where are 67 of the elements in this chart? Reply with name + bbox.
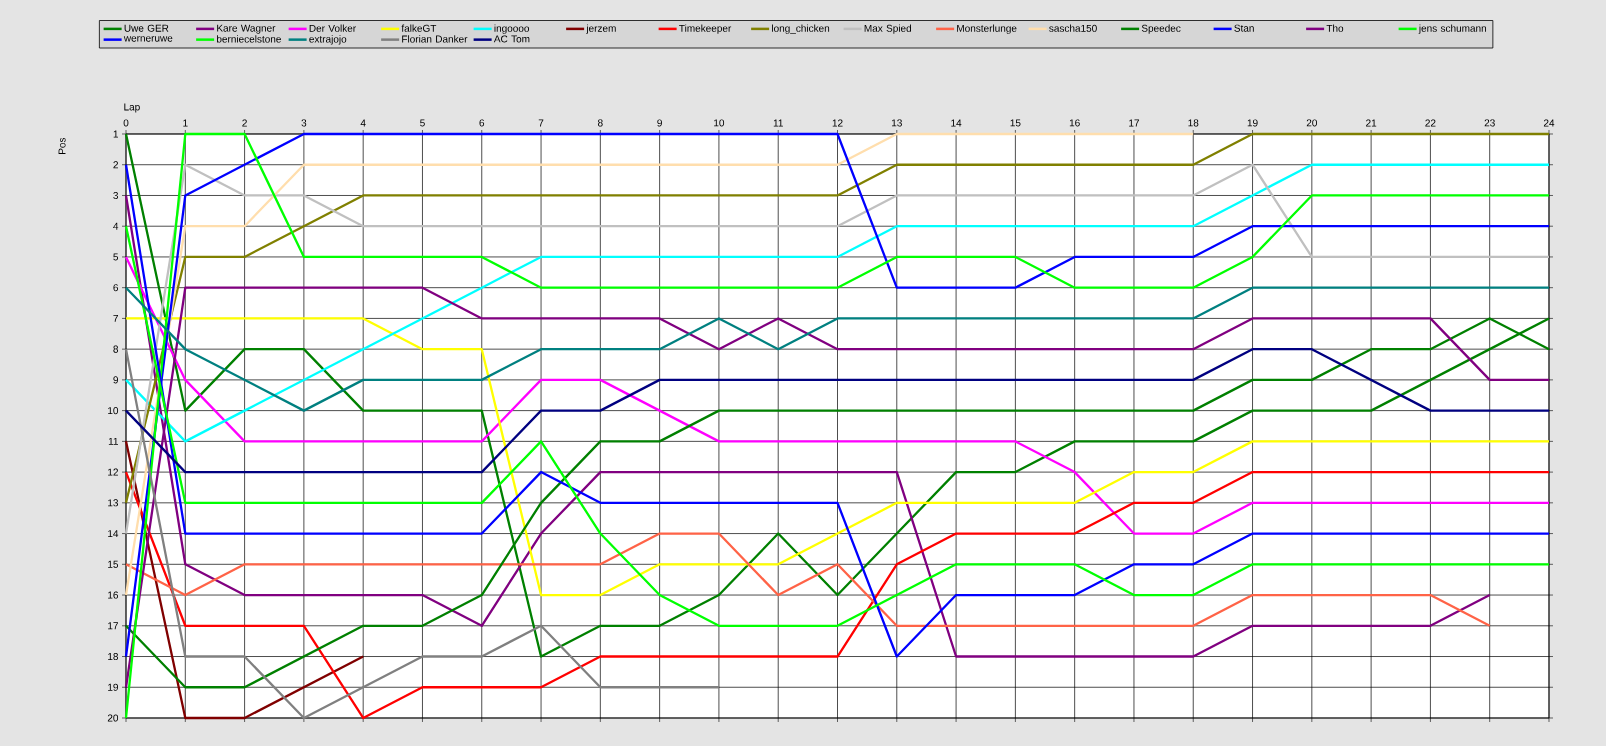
x-tick-label: 12 [832, 119, 843, 127]
legend-label: Tho [1326, 24, 1344, 32]
x-tick-label: 19 [1247, 119, 1258, 127]
x-tick-label: 0 [123, 119, 129, 127]
x-tick-label: 14 [951, 119, 962, 127]
y-tick-label: 1 [113, 130, 118, 138]
legend-label: werneruwe [123, 36, 173, 42]
legend-label: berniecelstone [217, 35, 281, 43]
x-tick-label: 8 [598, 119, 603, 127]
legend-label: sascha150 [1049, 24, 1097, 32]
legend-label: Florian Danker [402, 35, 468, 43]
legend-label: Max Spied [864, 24, 912, 34]
y-tick-label: 2 [113, 161, 118, 169]
y-tick-label: 4 [113, 222, 119, 230]
legend-label: Monsterlunge [957, 24, 1017, 34]
x-tick-label: 18 [1188, 119, 1199, 127]
x-tick-label: 3 [301, 119, 307, 127]
legend-label: jerzem [586, 24, 616, 34]
legend-label: Timekeeper [679, 24, 732, 34]
y-tick-label: 19 [108, 683, 119, 691]
x-tick-label: 9 [657, 119, 662, 127]
legend-label: Uwe GER [124, 24, 169, 32]
y-tick-label: 9 [113, 376, 119, 384]
x-tick-label: 17 [1129, 119, 1140, 127]
x-tick-label: 16 [1069, 119, 1080, 127]
legend-label: falkeGT [401, 24, 437, 32]
x-tick-label: 7 [538, 119, 544, 127]
legend-label: jens schumann [1418, 24, 1487, 34]
legend-label: Speedec [1141, 24, 1181, 34]
x-tick-label: 15 [1010, 119, 1021, 127]
x-tick-label: 22 [1425, 119, 1436, 127]
legend-label: Stan [1234, 24, 1254, 32]
x-tick-label: 1 [183, 119, 188, 127]
y-tick-label: 14 [108, 530, 119, 538]
y-tick-label: 10 [108, 407, 119, 415]
y-tick-label: 15 [108, 560, 119, 568]
y-tick-label: 7 [113, 314, 118, 322]
y-tick-label: 17 [108, 622, 118, 630]
x-axis-title: Lap [124, 103, 140, 113]
y-tick-label: 5 [113, 253, 119, 261]
x-tick-label: 20 [1306, 119, 1317, 127]
y-tick-label: 11 [108, 437, 118, 445]
x-tick-label: 21 [1366, 119, 1377, 127]
x-tick-label: 4 [360, 119, 366, 127]
legend-label: extrajojo [309, 35, 347, 45]
y-tick-label: 6 [113, 284, 119, 292]
legend-label: Der Volker [309, 24, 356, 32]
y-tick-label: 16 [108, 591, 119, 599]
x-tick-label: 10 [714, 119, 725, 127]
x-tick-label: 6 [479, 119, 485, 127]
legend-label: long_chicken [772, 24, 830, 34]
y-tick-label: 8 [113, 345, 119, 353]
x-tick-label: 11 [773, 119, 783, 127]
x-tick-label: 23 [1484, 119, 1495, 127]
x-tick-label: 5 [420, 119, 425, 127]
y-tick-label: 18 [108, 652, 119, 661]
legend-label: ingoooo [494, 24, 530, 34]
legend-label: Kare Wagner [217, 24, 276, 34]
y-axis-title: Pos [58, 137, 66, 154]
x-tick-label: 13 [892, 119, 902, 127]
y-tick-label: 20 [107, 714, 119, 722]
x-tick-label: 24 [1543, 119, 1555, 127]
x-tick-label: 2 [242, 119, 247, 127]
y-tick-label: 3 [113, 191, 119, 200]
y-tick-label: 13 [108, 499, 119, 507]
legend-label: AC Tom [493, 35, 530, 43]
y-tick-label: 12 [108, 468, 118, 476]
